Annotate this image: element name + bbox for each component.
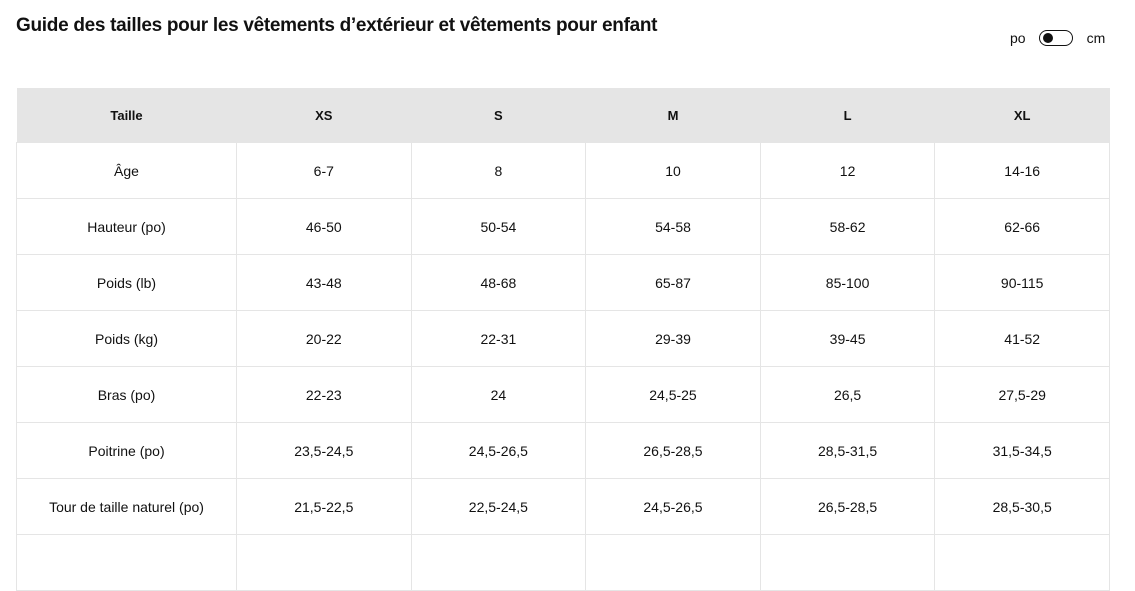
table-cell: 31,5-34,5 [934,422,1110,479]
table-cell: 26,5-28,5 [759,478,936,535]
row-label: Poids (lb) [16,254,237,311]
table-row: Tour de taille naturel (po) 21,5-22,5 22,5… [16,478,1110,535]
unit-switch: po cm [1010,30,1105,46]
size-table: Taille XS S M L XL Âge 6-7 8 10 12 14-16 Hauteur (p… [16,88,1110,591]
table-cell: 46-50 [236,198,412,255]
table-row: Poids (kg) 20-22 22-31 29-39 39-45 41-52 [16,310,1110,367]
table-cell [236,534,412,591]
table-cell: 26,5 [759,366,936,423]
column-header: S [411,88,586,143]
row-label: Poitrine (po) [16,422,237,479]
table-cell: 24,5-25 [585,366,761,423]
table-row: Âge 6-7 8 10 12 14-16 [16,142,1110,199]
table-cell: 28,5-30,5 [934,478,1110,535]
table-cell: 22,5-24,5 [410,478,587,535]
table-cell: 22-23 [236,366,412,423]
table-cell [759,534,936,591]
table-cell: 39-45 [759,310,936,367]
table-cell: 43-48 [236,254,412,311]
row-label: Hauteur (po) [16,198,237,255]
table-cell [16,534,237,591]
table-cell: 6-7 [236,142,412,199]
table-cell: 90-115 [934,254,1110,311]
table-cell: 41-52 [934,310,1110,367]
table-cell: 26,5-28,5 [585,422,761,479]
table-row: Bras (po) 22-23 24 24,5-25 26,5 27,5-29 [16,366,1110,423]
column-header: Taille [16,88,237,143]
table-cell: 54-58 [585,198,761,255]
column-header: XL [934,88,1110,143]
row-label: Poids (kg) [16,310,237,367]
unit-cm-label: cm [1086,30,1106,46]
table-cell: 50-54 [410,198,587,255]
table-cell [410,534,587,591]
table-row: Poids (lb) 43-48 48-68 65-87 85-100 90-115 [16,254,1110,311]
page-title: Guide des tailles pour les vêtements d’e… [16,15,658,36]
table-cell: 48-68 [410,254,587,311]
unit-po-label: po [1010,30,1026,46]
table-cell: 24,5-26,5 [410,422,587,479]
table-cell: 58-62 [759,198,936,255]
column-header: XS [236,88,412,143]
table-cell: 20-22 [236,310,412,367]
row-label: Tour de taille naturel (po) [16,478,237,535]
table-cell: 23,5-24,5 [236,422,412,479]
table-header-row: Taille XS S M L XL [16,88,1110,143]
row-label: Bras (po) [16,366,237,423]
table-cell: 85-100 [759,254,936,311]
toggle-knob [1042,33,1053,43]
table-cell: 24,5-26,5 [585,478,761,535]
table-row [16,534,1110,591]
table-cell: 8 [410,142,587,199]
column-header: M [585,88,761,143]
table-cell: 27,5-29 [934,366,1110,423]
table-cell: 21,5-22,5 [236,478,412,535]
unit-toggle[interactable] [1038,30,1073,46]
table-row: Poitrine (po) 23,5-24,5 24,5-26,5 26,5-28,5… [16,422,1110,479]
table-cell: 62-66 [934,198,1110,255]
table-cell: 65-87 [585,254,761,311]
table-cell [585,534,761,591]
table-cell: 14-16 [934,142,1110,199]
table-cell: 29-39 [585,310,761,367]
table-row: Hauteur (po) 46-50 50-54 54-58 58-62 62-66 [16,198,1110,255]
table-cell: 12 [759,142,936,199]
table-cell: 28,5-31,5 [759,422,936,479]
column-header: L [760,88,935,143]
table-cell: 10 [585,142,761,199]
row-label: Âge [16,142,237,199]
table-cell: 24 [410,366,587,423]
table-cell: 22-31 [410,310,587,367]
table-cell [934,534,1110,591]
